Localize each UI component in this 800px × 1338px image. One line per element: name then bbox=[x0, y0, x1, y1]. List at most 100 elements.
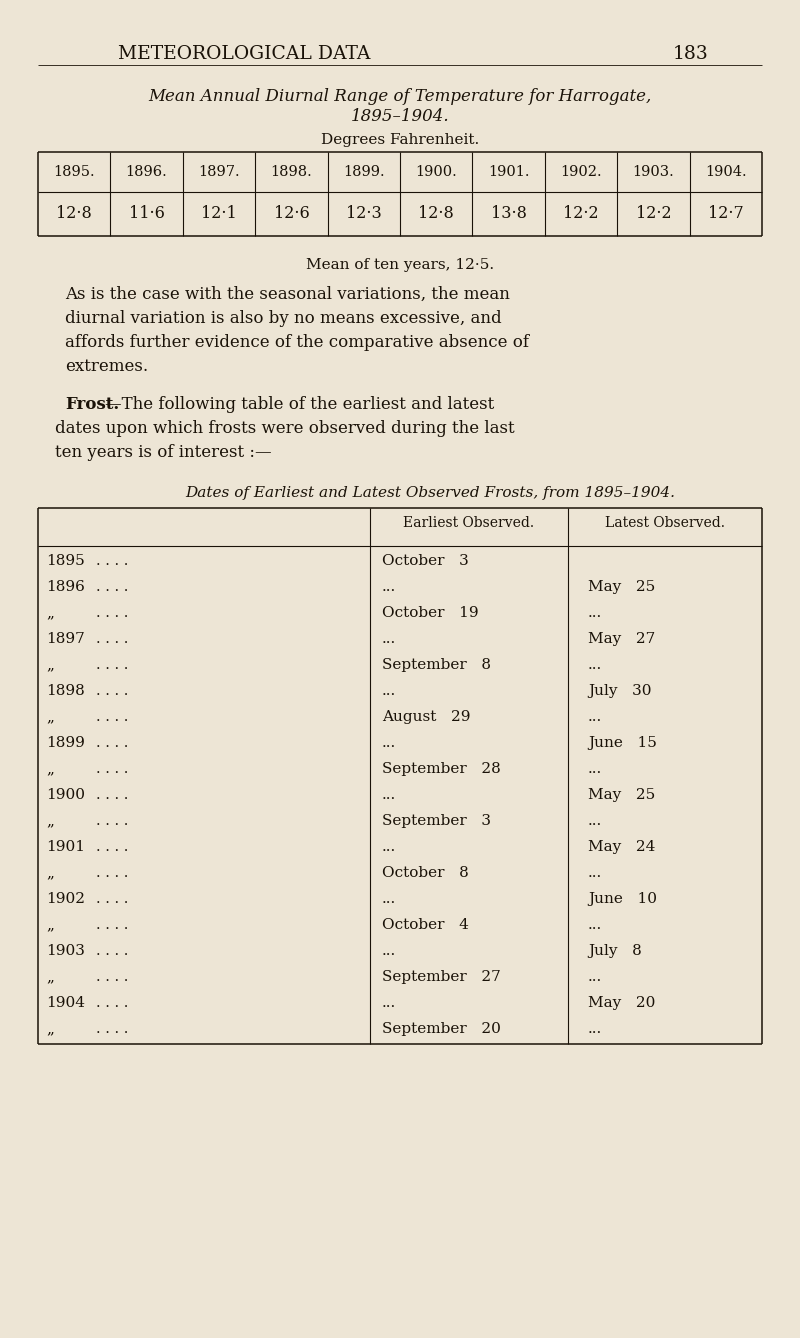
Text: May   25: May 25 bbox=[588, 788, 655, 801]
Text: October   3: October 3 bbox=[382, 554, 469, 569]
Text: June   15: June 15 bbox=[588, 736, 657, 751]
Text: 1901.: 1901. bbox=[488, 165, 530, 179]
Text: „: „ bbox=[46, 918, 54, 933]
Text: 12·8: 12·8 bbox=[56, 206, 92, 222]
Text: „: „ bbox=[46, 710, 54, 724]
Text: October   4: October 4 bbox=[382, 918, 469, 933]
Text: dates upon which frosts were observed during the last: dates upon which frosts were observed du… bbox=[55, 420, 514, 438]
Text: Degrees Fahrenheit.: Degrees Fahrenheit. bbox=[321, 132, 479, 147]
Text: September   8: September 8 bbox=[382, 658, 491, 672]
Text: . . . .: . . . . bbox=[96, 1022, 128, 1036]
Text: 12·2: 12·2 bbox=[563, 206, 599, 222]
Text: 1901: 1901 bbox=[46, 840, 85, 854]
Text: 12·3: 12·3 bbox=[346, 206, 382, 222]
Text: ...: ... bbox=[588, 866, 602, 880]
Text: . . . .: . . . . bbox=[96, 579, 128, 594]
Text: ...: ... bbox=[588, 970, 602, 983]
Text: 1902.: 1902. bbox=[560, 165, 602, 179]
Text: October   19: October 19 bbox=[382, 606, 478, 619]
Text: ...: ... bbox=[588, 1022, 602, 1036]
Text: . . . .: . . . . bbox=[96, 840, 128, 854]
Text: 1896: 1896 bbox=[46, 579, 85, 594]
Text: extremes.: extremes. bbox=[65, 359, 148, 375]
Text: 1904.: 1904. bbox=[705, 165, 746, 179]
Text: . . . .: . . . . bbox=[96, 866, 128, 880]
Text: Earliest Observed.: Earliest Observed. bbox=[403, 516, 534, 530]
Text: 1898: 1898 bbox=[46, 684, 85, 698]
Text: ...: ... bbox=[588, 658, 602, 672]
Text: ...: ... bbox=[588, 814, 602, 828]
Text: „: „ bbox=[46, 763, 54, 776]
Text: 1897: 1897 bbox=[46, 632, 85, 646]
Text: ...: ... bbox=[382, 788, 396, 801]
Text: September   20: September 20 bbox=[382, 1022, 501, 1036]
Text: May   20: May 20 bbox=[588, 995, 655, 1010]
Text: ...: ... bbox=[382, 840, 396, 854]
Text: . . . .: . . . . bbox=[96, 763, 128, 776]
Text: . . . .: . . . . bbox=[96, 736, 128, 751]
Text: Frost.: Frost. bbox=[65, 396, 119, 413]
Text: 1903.: 1903. bbox=[633, 165, 674, 179]
Text: . . . .: . . . . bbox=[96, 814, 128, 828]
Text: . . . .: . . . . bbox=[96, 892, 128, 906]
Text: 183: 183 bbox=[673, 45, 709, 63]
Text: . . . .: . . . . bbox=[96, 606, 128, 619]
Text: October   8: October 8 bbox=[382, 866, 469, 880]
Text: September   28: September 28 bbox=[382, 763, 501, 776]
Text: „: „ bbox=[46, 866, 54, 880]
Text: 1896.: 1896. bbox=[126, 165, 167, 179]
Text: 1895–1904.: 1895–1904. bbox=[350, 108, 450, 124]
Text: „: „ bbox=[46, 970, 54, 983]
Text: ...: ... bbox=[382, 736, 396, 751]
Text: METEOROLOGICAL DATA: METEOROLOGICAL DATA bbox=[118, 45, 370, 63]
Text: . . . .: . . . . bbox=[96, 632, 128, 646]
Text: 11·6: 11·6 bbox=[129, 206, 165, 222]
Text: 1898.: 1898. bbox=[270, 165, 312, 179]
Text: ten years is of interest :—: ten years is of interest :— bbox=[55, 444, 272, 462]
Text: „: „ bbox=[46, 814, 54, 828]
Text: May   27: May 27 bbox=[588, 632, 655, 646]
Text: . . . .: . . . . bbox=[96, 970, 128, 983]
Text: ...: ... bbox=[588, 918, 602, 933]
Text: Mean Annual Diurnal Range of Temperature for Harrogate,: Mean Annual Diurnal Range of Temperature… bbox=[148, 88, 652, 104]
Text: 1900.: 1900. bbox=[415, 165, 457, 179]
Text: May   24: May 24 bbox=[588, 840, 655, 854]
Text: affords further evidence of the comparative absence of: affords further evidence of the comparat… bbox=[65, 334, 529, 351]
Text: 1902: 1902 bbox=[46, 892, 85, 906]
Text: 1895: 1895 bbox=[46, 554, 85, 569]
Text: ...: ... bbox=[382, 684, 396, 698]
Text: Mean of ten years, 12·5.: Mean of ten years, 12·5. bbox=[306, 258, 494, 272]
Text: July   30: July 30 bbox=[588, 684, 651, 698]
Text: 12·6: 12·6 bbox=[274, 206, 310, 222]
Text: 1899: 1899 bbox=[46, 736, 85, 751]
Text: Dates of Earliest and Latest Observed Frosts, from 1895–1904.: Dates of Earliest and Latest Observed Fr… bbox=[185, 486, 675, 500]
Text: . . . .: . . . . bbox=[96, 710, 128, 724]
Text: 12·1: 12·1 bbox=[201, 206, 237, 222]
Text: July   8: July 8 bbox=[588, 945, 642, 958]
Text: September   27: September 27 bbox=[382, 970, 501, 983]
Text: ...: ... bbox=[382, 632, 396, 646]
Text: Latest Observed.: Latest Observed. bbox=[605, 516, 725, 530]
Text: 12·7: 12·7 bbox=[708, 206, 744, 222]
Text: . . . .: . . . . bbox=[96, 788, 128, 801]
Text: ...: ... bbox=[382, 892, 396, 906]
Text: . . . .: . . . . bbox=[96, 945, 128, 958]
Text: ...: ... bbox=[588, 763, 602, 776]
Text: August   29: August 29 bbox=[382, 710, 470, 724]
Text: —The following table of the earliest and latest: —The following table of the earliest and… bbox=[105, 396, 494, 413]
Text: „: „ bbox=[46, 658, 54, 672]
Text: 1897.: 1897. bbox=[198, 165, 240, 179]
Text: ...: ... bbox=[382, 579, 396, 594]
Text: 12·8: 12·8 bbox=[418, 206, 454, 222]
Text: „: „ bbox=[46, 1022, 54, 1036]
Text: . . . .: . . . . bbox=[96, 684, 128, 698]
Text: . . . .: . . . . bbox=[96, 995, 128, 1010]
Text: 1904: 1904 bbox=[46, 995, 85, 1010]
Text: „: „ bbox=[46, 606, 54, 619]
Text: 1900: 1900 bbox=[46, 788, 85, 801]
Text: ...: ... bbox=[588, 710, 602, 724]
Text: 13·8: 13·8 bbox=[490, 206, 526, 222]
Text: 1903: 1903 bbox=[46, 945, 85, 958]
Text: 12·2: 12·2 bbox=[635, 206, 671, 222]
Text: ...: ... bbox=[382, 995, 396, 1010]
